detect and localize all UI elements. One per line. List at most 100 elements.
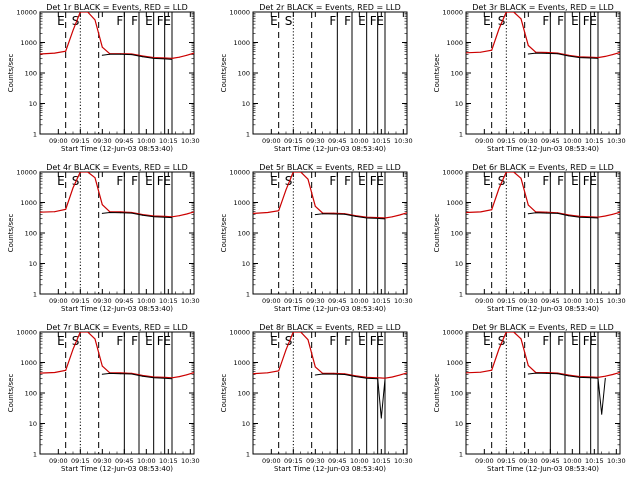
y-axis-title: Counts/sec (433, 54, 441, 93)
marker-label: F (583, 14, 590, 28)
y-axis-title: Counts/sec (7, 214, 15, 253)
x-tick-label: 09:15 (284, 137, 303, 145)
data-point-lld (498, 348, 500, 350)
panel-title: Det 5r BLACK = Events, RED = LLD (259, 163, 401, 172)
data-point-lld (612, 374, 614, 375)
data-point-events (535, 212, 537, 214)
data-point-lld (186, 54, 188, 56)
data-point-lld (65, 369, 67, 371)
data-point-lld (597, 376, 599, 378)
marker-label: E (589, 334, 597, 348)
data-point-lld (193, 372, 194, 374)
data-point-lld (590, 376, 592, 378)
data-point-lld (178, 376, 180, 378)
series-line-lld (253, 332, 407, 379)
marker-label: E (163, 174, 171, 188)
data-point-lld (535, 211, 537, 213)
data-point-lld (505, 12, 507, 13)
data-point-events (322, 373, 324, 375)
data-point-lld (546, 211, 548, 213)
marker-label: F (329, 14, 336, 28)
marker-label: E (358, 334, 366, 348)
series-group (40, 332, 194, 380)
y-axis-title: Counts/sec (220, 214, 228, 253)
data-point-lld (164, 376, 166, 378)
x-tick-label: 09:15 (71, 297, 90, 305)
data-point-events (597, 217, 599, 219)
x-tick-label: 10:30 (181, 457, 200, 465)
data-point-lld (520, 338, 522, 340)
marker-label: E (483, 334, 491, 348)
data-point-lld (619, 371, 620, 373)
data-point-events (314, 374, 316, 376)
data-point-lld (314, 205, 316, 207)
x-tick-label: 10:15 (585, 457, 604, 465)
x-tick-label: 09:00 (475, 297, 494, 305)
x-tick-label: 09:00 (262, 457, 281, 465)
data-point-lld (278, 370, 280, 372)
x-tick-label: 10:30 (181, 137, 200, 145)
marker-label: F (116, 174, 123, 188)
data-point-lld (54, 52, 56, 54)
data-point-lld (604, 55, 606, 57)
data-point-events (597, 377, 599, 379)
x-tick-label: 10:00 (350, 137, 369, 145)
x-tick-label: 09:15 (71, 457, 90, 465)
panel-title: Det 4r BLACK = Events, RED = LLD (46, 163, 188, 172)
data-point-events (314, 214, 316, 216)
data-point-events (164, 377, 166, 379)
marker-label: F (131, 334, 138, 348)
data-point-lld (153, 215, 155, 217)
y-tick-label: 10 (455, 100, 463, 108)
data-point-lld (604, 215, 606, 217)
data-point-lld (366, 376, 368, 378)
data-point-lld (40, 53, 41, 55)
x-tick-label: 09:30 (306, 457, 325, 465)
marker-label: E (589, 174, 597, 188)
data-point-events (142, 375, 144, 377)
data-point-events (101, 212, 103, 214)
y-tick-label: 10 (242, 100, 250, 108)
panel-7: Det 7r BLACK = Events, RED = LLD 1 10 100 10… (7, 323, 200, 473)
marker-label: F (542, 174, 549, 188)
marker-label: F (542, 14, 549, 28)
data-point-lld (285, 349, 287, 351)
x-tick-label: 10:00 (350, 297, 369, 305)
data-point-events (579, 376, 581, 378)
y-tick-label: 1000 (446, 359, 463, 367)
x-tick-label: 09:30 (519, 457, 538, 465)
marker-label: F (131, 14, 138, 28)
data-point-events (171, 378, 173, 380)
marker-label: E (589, 14, 597, 28)
data-point-events (131, 212, 133, 214)
data-point-lld (612, 54, 614, 56)
y-tick-label: 1 (459, 451, 463, 459)
y-tick-label: 10000 (442, 169, 463, 177)
marker-label: E (145, 334, 153, 348)
data-point-events (120, 53, 122, 55)
series-line-events (102, 372, 173, 380)
y-tick-label: 1 (33, 291, 37, 299)
data-point-lld (54, 211, 56, 213)
panel-title: Det 2r BLACK = Events, RED = LLD (259, 3, 401, 12)
data-point-lld (391, 216, 393, 218)
x-tick-label: 10:15 (372, 297, 391, 305)
data-point-lld (193, 52, 194, 54)
data-point-lld (292, 172, 294, 173)
data-point-events (355, 376, 357, 378)
marker-label: E (163, 334, 171, 348)
data-point-events (366, 377, 368, 379)
y-tick-label: 1 (459, 291, 463, 299)
data-point-lld (79, 332, 81, 333)
data-point-lld (267, 212, 269, 213)
x-tick-label: 09:30 (306, 297, 325, 305)
data-point-events (344, 374, 346, 375)
y-tick-label: 100 (238, 390, 250, 398)
data-point-events (377, 217, 379, 219)
y-tick-label: 100 (238, 230, 250, 238)
x-axis-title: Start Time (12-Jun-03 08:53:40) (274, 305, 386, 313)
series-group (40, 12, 194, 60)
data-point-events (109, 53, 111, 55)
data-point-lld (65, 208, 67, 210)
panel-6: Det 6r BLACK = Events, RED = LLD 1 10 100 10… (433, 163, 626, 313)
